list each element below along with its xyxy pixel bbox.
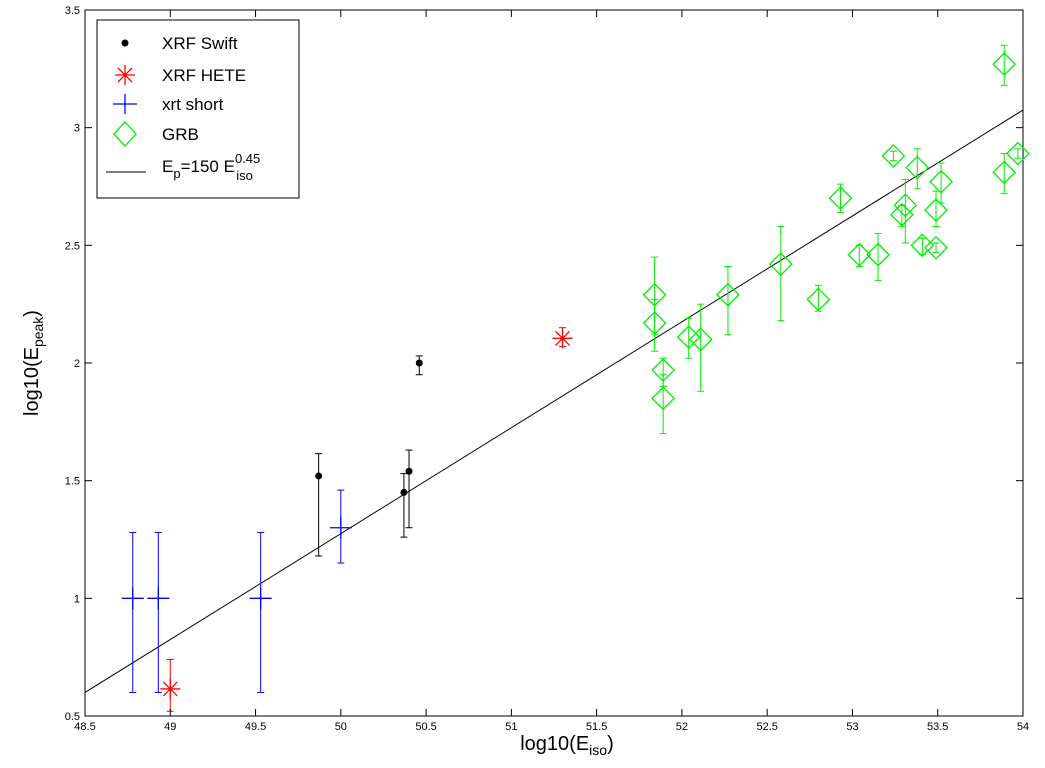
data-point [905, 155, 930, 180]
error-bar [1000, 44, 1008, 86]
error-bar [659, 374, 667, 435]
x-tick-label: 48.5 [74, 721, 95, 733]
error-bar [913, 148, 921, 190]
y-tick-label: 0.5 [65, 711, 80, 723]
y-axis-label: log10(Epeak) [21, 310, 46, 416]
legend-label-fit-line: Ep=150 E0.45 iso [162, 151, 260, 183]
error-bar [257, 531, 265, 693]
data-point [329, 516, 352, 539]
data-point [1005, 141, 1030, 166]
x-tick-label: 51 [505, 721, 517, 733]
error-bar [889, 150, 897, 162]
data-point [415, 359, 423, 367]
x-tick-label: 53 [846, 721, 858, 733]
legend-label-grb: GRB [162, 125, 199, 144]
error-bar [154, 531, 162, 693]
data-point [929, 169, 954, 194]
error-bar [697, 303, 705, 392]
legend: XRF Swift XRF HETE xrt short GRB Ep=150 [96, 19, 300, 199]
y-tick-label: 1.5 [65, 476, 80, 488]
error-bar [315, 453, 323, 557]
data-point [552, 328, 573, 349]
series-xrt-short [121, 489, 352, 693]
legend-label-xrt-short: xrt short [162, 95, 224, 114]
error-bar [937, 162, 945, 204]
data-point [160, 678, 181, 699]
data-point [847, 242, 872, 267]
data-point [866, 242, 890, 267]
data-point [651, 386, 676, 411]
data-point [642, 311, 667, 335]
legend-item-xrf-hete: XRF HETE [115, 65, 246, 85]
legend-item-grb: GRB [113, 121, 199, 147]
y-tick-label: 2 [74, 358, 80, 370]
legend-item-xrt-short: xrt short [113, 94, 224, 114]
error-bar [901, 178, 909, 244]
legend-box [96, 19, 300, 199]
series-xrf-hete [160, 327, 573, 712]
error-bar [837, 183, 845, 213]
x-tick-label: 53.5 [927, 721, 948, 733]
data-point [828, 186, 853, 211]
error-bar [724, 266, 732, 336]
series-grb [642, 44, 1030, 435]
data-point [121, 587, 144, 610]
data-point [716, 282, 740, 307]
legend-dot-marker [121, 39, 129, 47]
error-bar [932, 242, 940, 253]
data-point [147, 587, 170, 610]
x-tick-label: 49 [164, 721, 176, 733]
series-xrf-swift [315, 355, 423, 557]
x-tick-label: 50.5 [415, 721, 436, 733]
data-point [889, 202, 914, 227]
series-layer [121, 44, 1030, 712]
error-bar [400, 473, 408, 538]
fit-line-layer [84, 109, 1024, 693]
data-point [992, 52, 1017, 77]
data-point [315, 472, 323, 480]
data-point [893, 193, 918, 218]
legend-label-xrf-hete: XRF HETE [162, 66, 246, 85]
error-bar [777, 226, 785, 322]
legend-item-xrf-swift: XRF Swift [121, 34, 238, 53]
data-point [405, 467, 413, 475]
y-tick-label: 3 [74, 123, 80, 135]
legend-label-xrf-swift: XRF Swift [162, 34, 238, 53]
legend-item-fit-line: Ep=150 E0.45 iso [106, 151, 260, 183]
error-bar [874, 233, 882, 282]
error-bar [651, 298, 659, 352]
y-tick-label: 3.5 [65, 5, 80, 17]
error-bar [405, 449, 413, 529]
x-tick-label: 49.5 [245, 721, 266, 733]
data-point [924, 235, 948, 260]
legend-asterisk-marker [115, 65, 135, 85]
legend-plus-marker [113, 94, 137, 114]
error-bar [1014, 148, 1022, 159]
data-point [910, 233, 935, 258]
x-tick-label: 54 [1017, 721, 1029, 733]
data-point [881, 143, 906, 168]
x-tick-label: 50 [335, 721, 347, 733]
y-tick-label: 2.5 [65, 240, 80, 252]
data-point [806, 287, 831, 312]
data-point [924, 198, 948, 222]
data-point [992, 160, 1017, 185]
data-point [768, 252, 793, 277]
fit-line [84, 109, 1024, 693]
ticks-layer: 48.5 49 49.5 50 50.5 51 51.5 52 52.5 53 53.5 54 0.5 1… [65, 5, 1029, 733]
x-axis-label: log10(Eiso) [520, 733, 614, 758]
error-bar [129, 531, 137, 693]
x-tick-label: 52.5 [756, 721, 777, 733]
data-point [249, 587, 272, 610]
legend-diamond-marker [113, 121, 137, 147]
error-bar [685, 317, 693, 359]
data-point [688, 327, 713, 352]
x-tick-label: 52 [676, 721, 688, 733]
x-tick-label: 51.5 [586, 721, 607, 733]
y-tick-label: 1 [74, 593, 80, 605]
data-point [400, 488, 408, 496]
